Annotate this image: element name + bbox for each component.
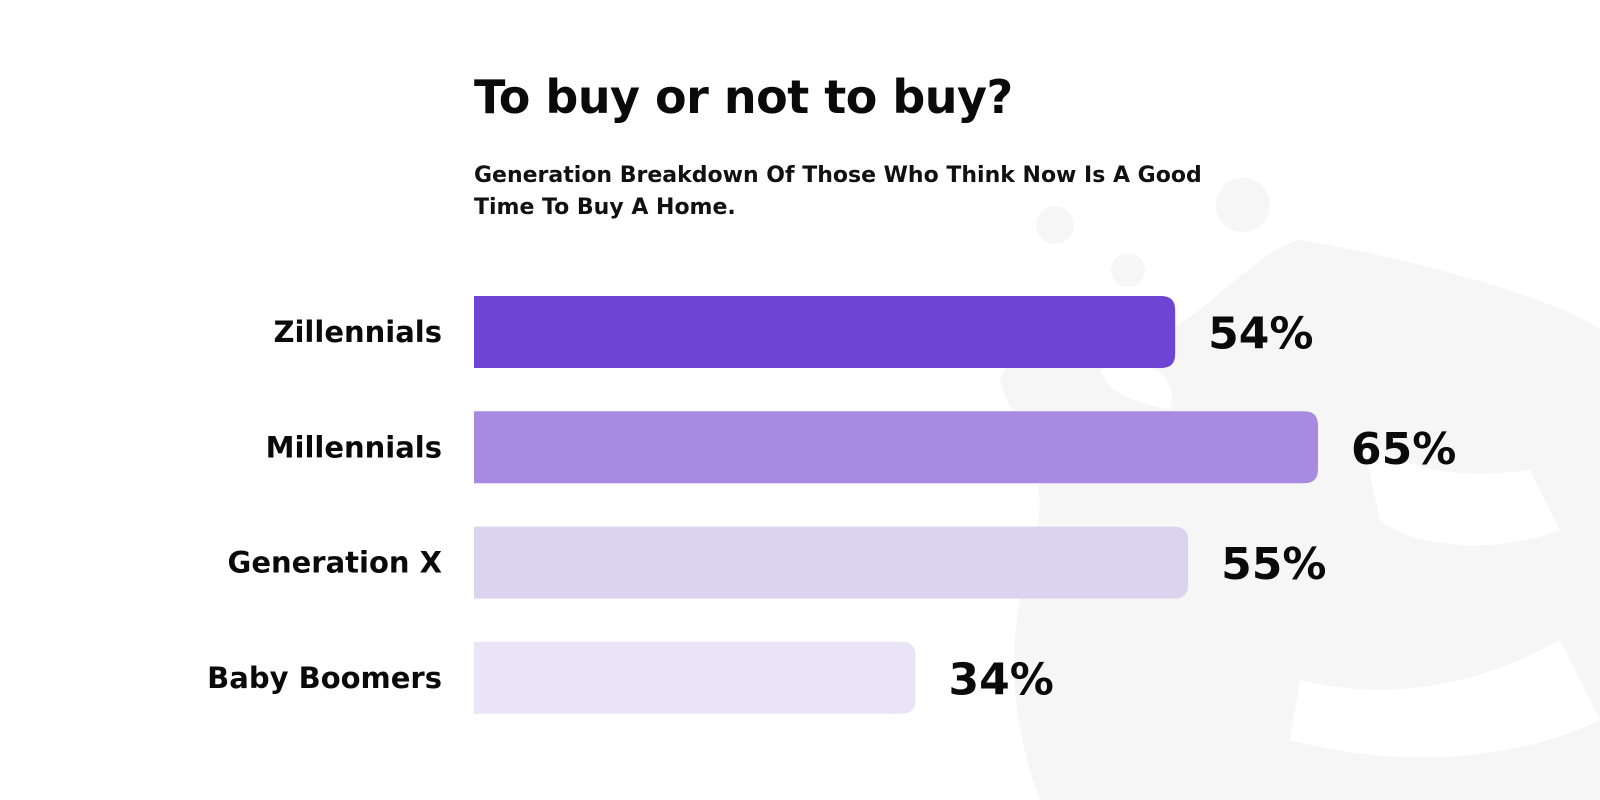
chart-subtitle: Generation Breakdown Of Those Who Think …: [474, 163, 1202, 220]
value-label-zillennials: 54%: [1208, 309, 1313, 360]
bar-generation-x: [474, 526, 1189, 599]
value-label-generation-x: 55%: [1221, 539, 1326, 590]
category-label-baby-boomers: Baby Boomers: [207, 661, 442, 695]
value-label-millennials: 65%: [1351, 424, 1456, 475]
category-label-zillennials: Zillennials: [273, 315, 442, 349]
category-label-generation-x: Generation X: [228, 546, 442, 580]
bar-zillennials: [474, 296, 1176, 368]
value-label-baby-boomers: 34%: [948, 654, 1053, 705]
bar-millennials: [474, 411, 1318, 484]
chart-title: To buy or not to buy?: [474, 70, 1013, 124]
bar-baby-boomers: [474, 641, 916, 714]
category-label-millennials: Millennials: [266, 430, 442, 464]
